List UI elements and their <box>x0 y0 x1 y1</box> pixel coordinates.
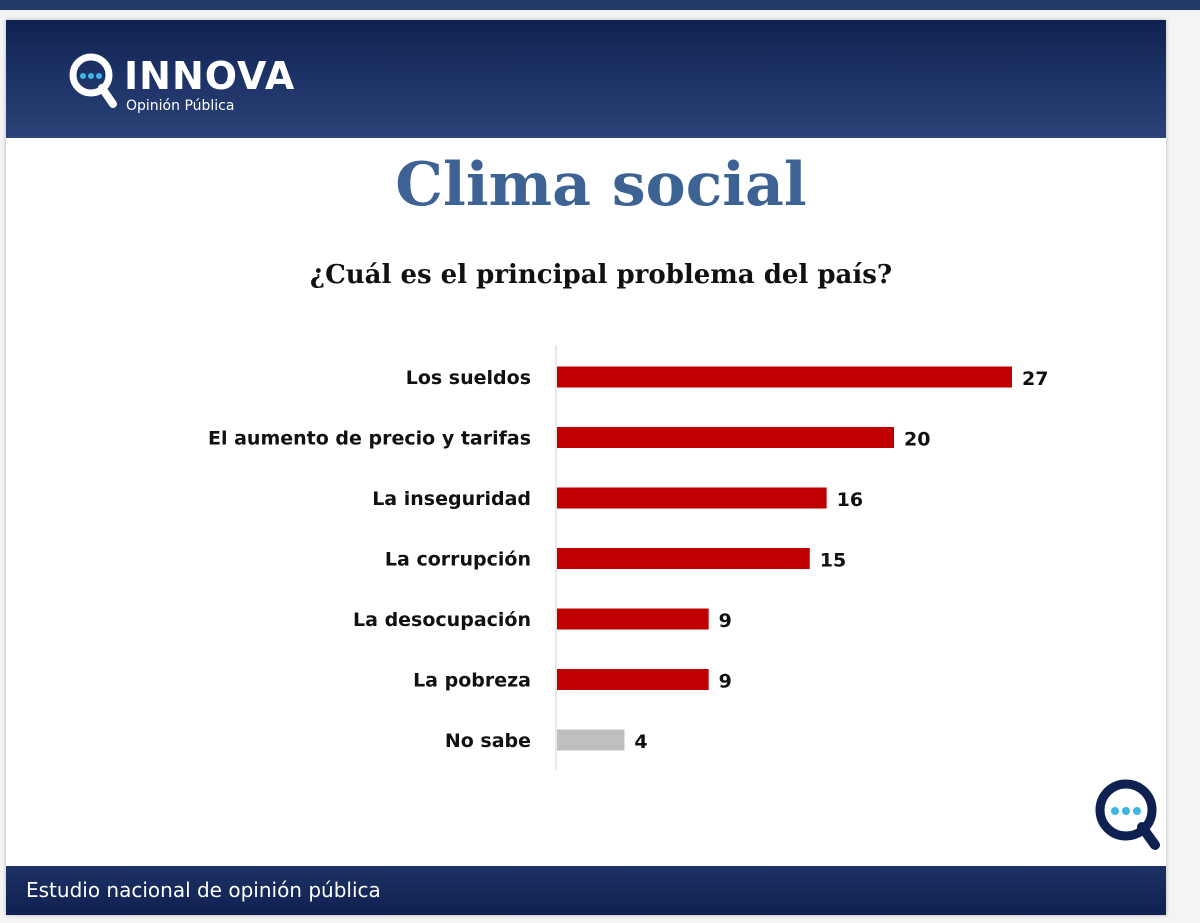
chart-question: ¿Cuál es el principal problema del país? <box>309 260 893 290</box>
top-strip <box>0 0 1200 10</box>
data-label: 20 <box>904 429 930 451</box>
footer-text: Estudio nacional de opinión pública <box>26 878 381 902</box>
bar <box>557 427 895 448</box>
corner-magnifier-icon <box>1095 779 1160 850</box>
bar <box>557 729 625 751</box>
data-label: 9 <box>719 671 732 693</box>
slide-footer: Estudio nacional de opinión pública <box>6 866 1166 915</box>
category-label: La desocupación <box>353 609 531 631</box>
bar <box>557 366 1012 388</box>
bar-chart: Los sueldos 27 El aumento de precio y tari… <box>208 345 1048 770</box>
magnifier-chat-icon <box>69 53 117 108</box>
bar <box>557 548 810 569</box>
category-label: La inseguridad <box>372 488 531 510</box>
category-label: La corrupción <box>385 549 531 571</box>
slide-title: Clima social <box>395 150 807 220</box>
bar <box>557 669 709 690</box>
data-label: 16 <box>837 489 863 511</box>
bar <box>557 487 827 509</box>
brand-subtitle: Opinión Pública <box>126 98 235 114</box>
category-label: Los sueldos <box>406 367 531 389</box>
category-label: El aumento de precio y tarifas <box>208 428 531 450</box>
slide-header: INNOVA Opinión Pública <box>6 20 1166 138</box>
data-label: 15 <box>820 550 846 572</box>
innova-logo: INNOVA Opinión Pública <box>68 52 308 122</box>
data-label: 27 <box>1022 368 1048 390</box>
category-label: La pobreza <box>413 670 531 692</box>
brand-name: INNOVA <box>124 54 296 98</box>
category-label: No sabe <box>445 730 531 752</box>
data-label: 9 <box>719 610 732 632</box>
data-label: 4 <box>634 731 647 753</box>
bar <box>557 608 709 630</box>
slide: INNOVA Opinión Pública Clima social ¿Cuá… <box>6 20 1166 915</box>
